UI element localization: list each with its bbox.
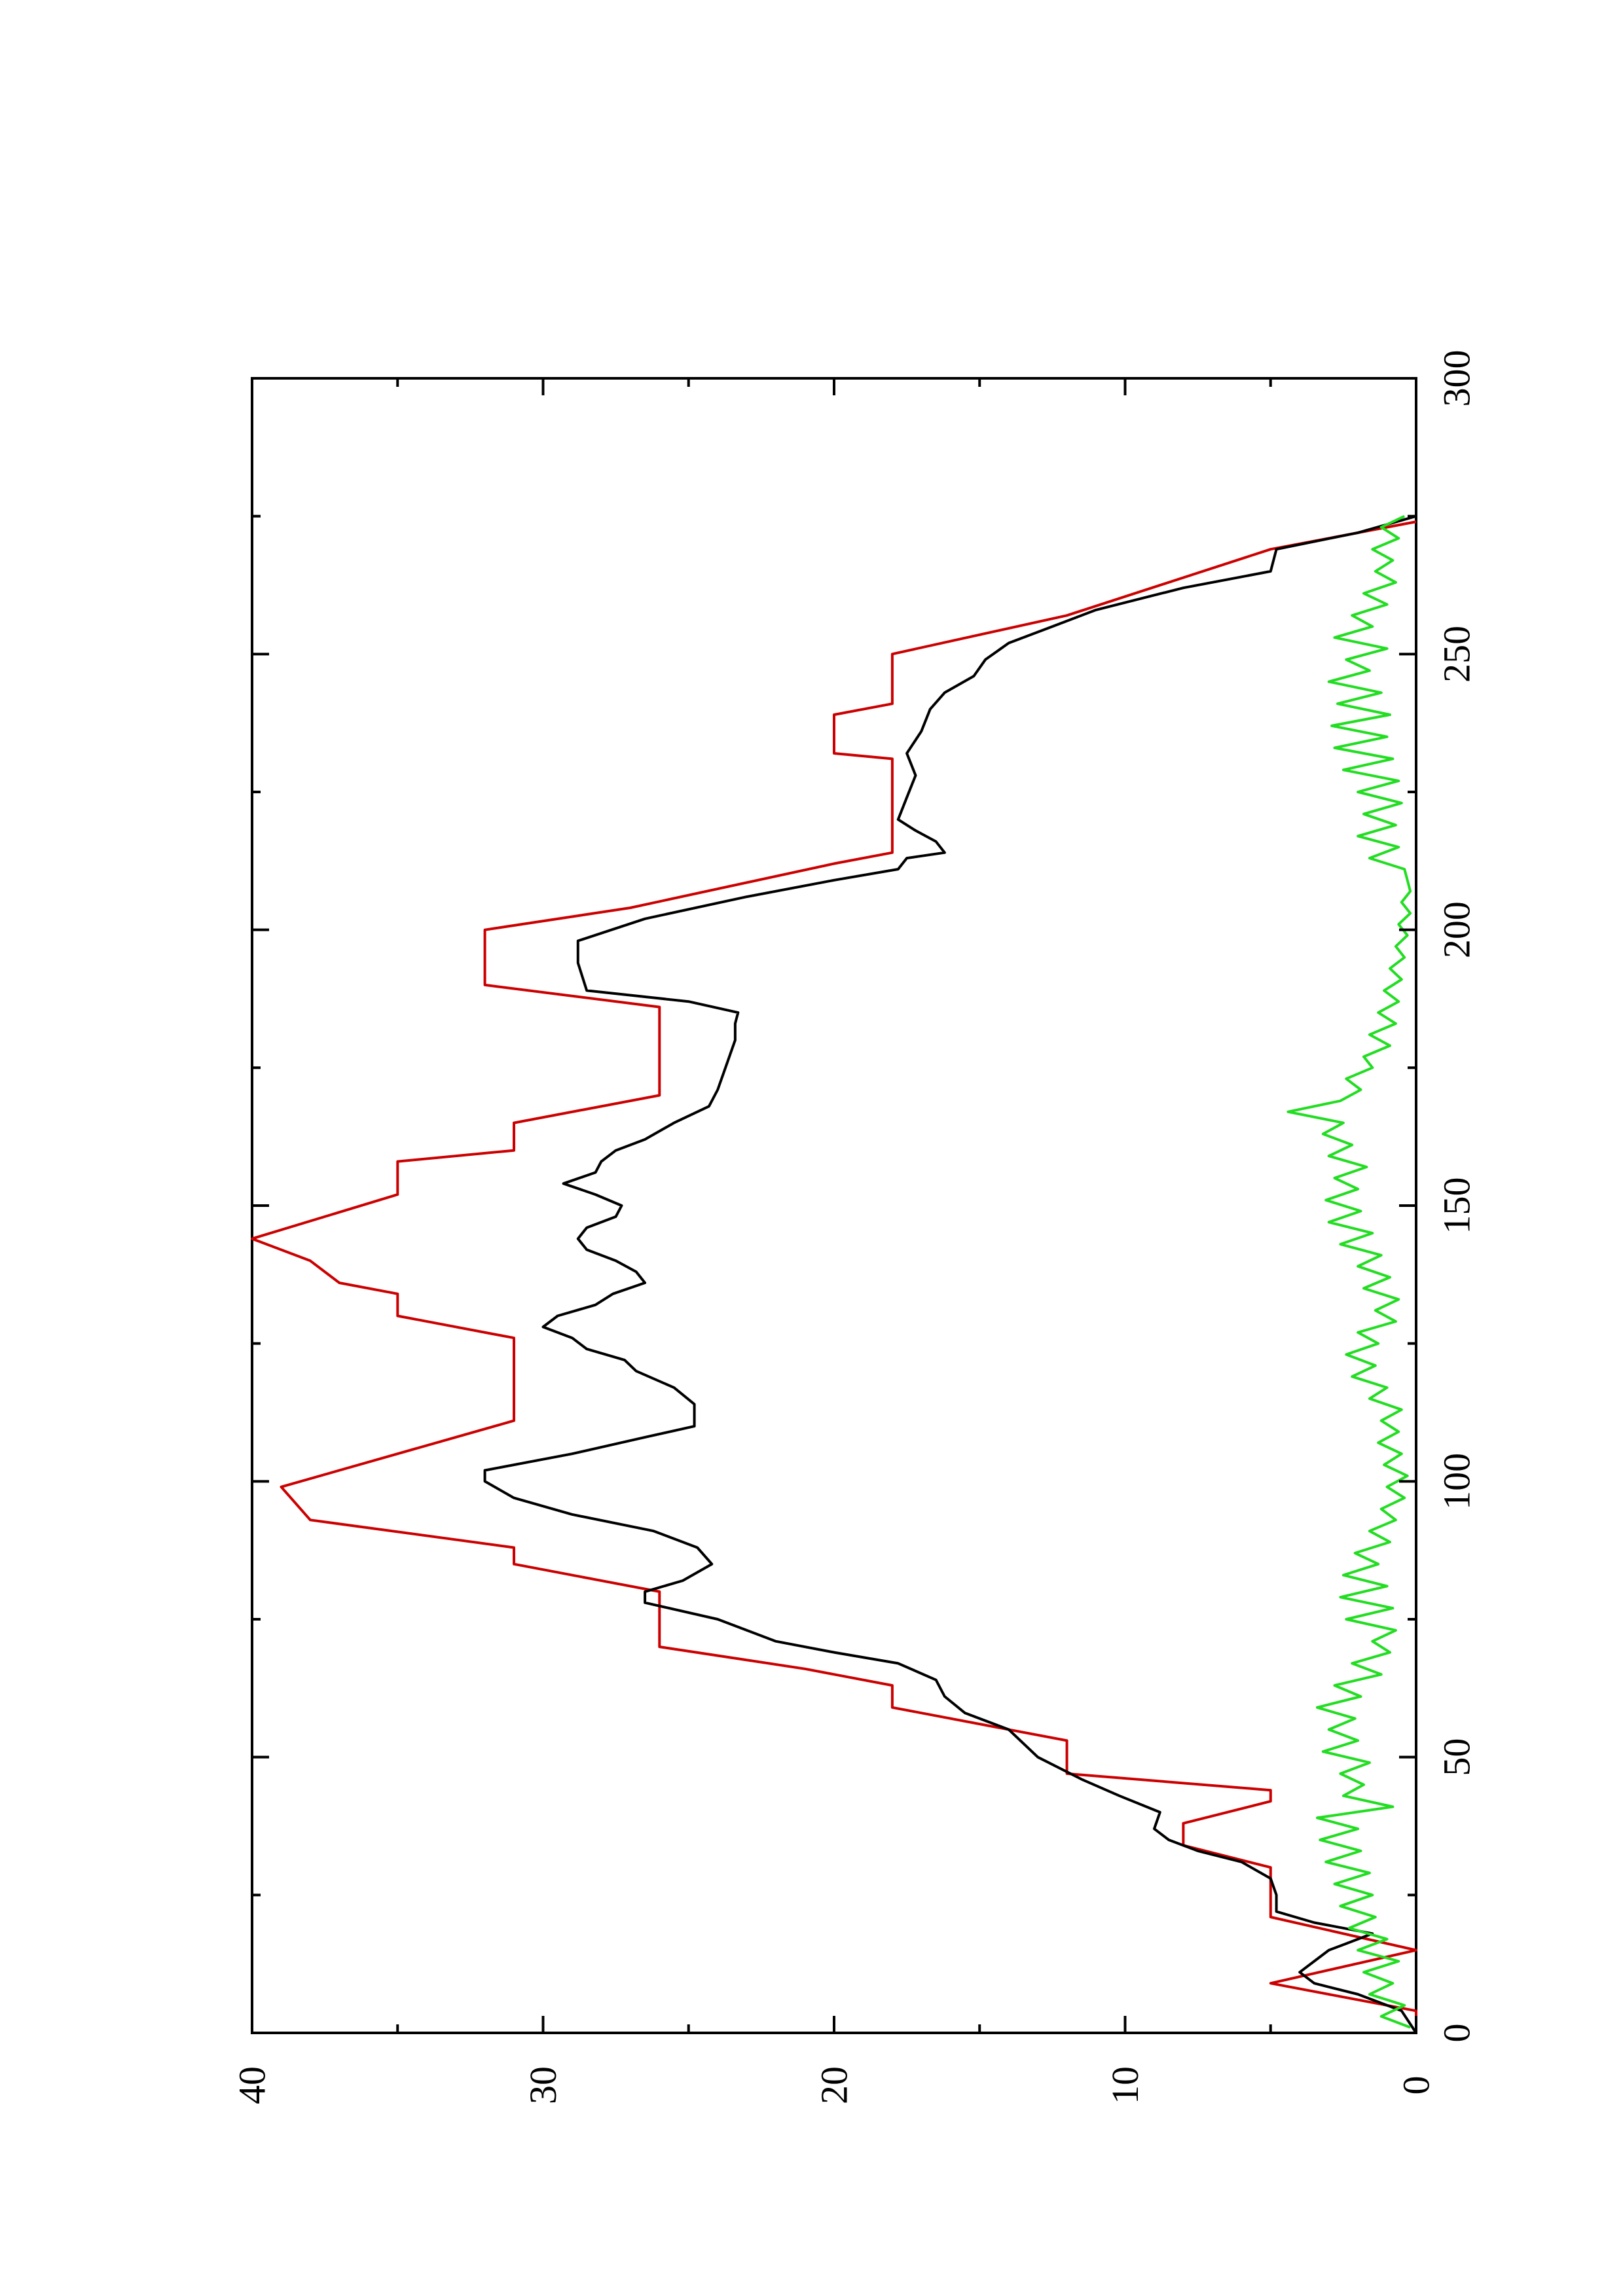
series-line-2: [483, 514, 1417, 2034]
tick-label-layer: 0 50 100 150 200 250 300 0 10 20 30 40: [231, 350, 1478, 2105]
chart-plot-area: 0 50 100 150 200 250 300 0 10 20 30 40: [231, 350, 1478, 2105]
x-tick-label: 0: [1436, 2024, 1478, 2043]
x-tick-label: 250: [1436, 626, 1478, 683]
x-tick-label: 150: [1436, 1177, 1478, 1234]
tick-layer: [251, 377, 1417, 2034]
series-layer: [251, 514, 1417, 2034]
series-line-1: [251, 520, 1417, 2033]
x-tick-label: 300: [1436, 350, 1478, 407]
y-tick-label: 10: [1104, 2066, 1146, 2104]
series-line-3: [1286, 514, 1412, 2029]
y-tick-label: 40: [231, 2066, 274, 2104]
x-tick-label: 200: [1436, 901, 1478, 958]
x-tick-label: 50: [1436, 1738, 1478, 1776]
plot-frame: [251, 377, 1417, 2034]
y-tick-label: 0: [1395, 2076, 1438, 2095]
y-tick-label: 20: [813, 2066, 856, 2104]
x-tick-label: 100: [1436, 1453, 1478, 1510]
y-tick-label: 30: [522, 2066, 564, 2104]
